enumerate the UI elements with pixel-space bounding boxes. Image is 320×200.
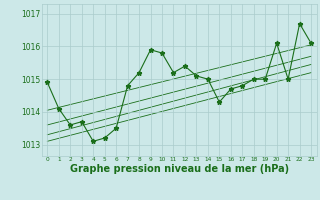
X-axis label: Graphe pression niveau de la mer (hPa): Graphe pression niveau de la mer (hPa) (70, 164, 289, 174)
